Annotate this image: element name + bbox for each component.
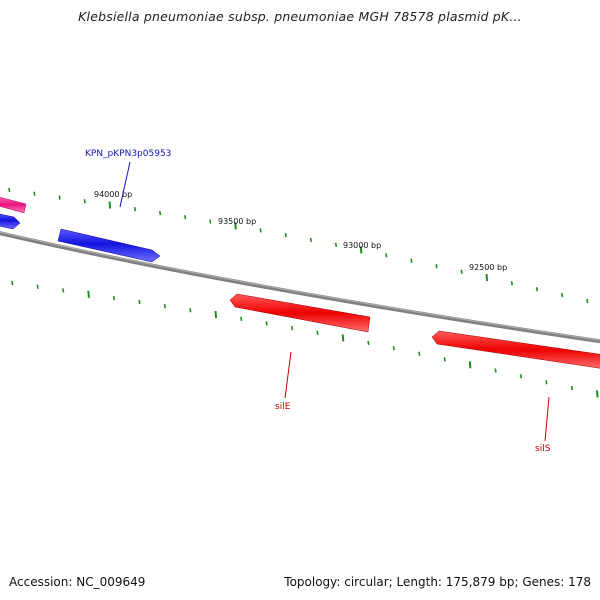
inner-tick-18	[468, 361, 472, 369]
accession-text: Accession: NC_009649	[9, 575, 146, 589]
inner-tick-22	[570, 385, 573, 391]
inner-tick-3	[87, 290, 90, 298]
inner-tick-21	[545, 380, 548, 385]
plasmid-backbone	[0, 231, 600, 344]
outer-tick-17	[435, 264, 438, 269]
ruler-label-93500: 93500 bp	[218, 217, 256, 226]
inner-tick-16	[418, 351, 421, 356]
inner-tick-0	[11, 280, 14, 286]
gene-sile[interactable]	[229, 293, 371, 333]
outer-tick-3	[83, 199, 86, 204]
gene-label-sils[interactable]: silS	[535, 444, 551, 454]
inner-tick-5	[138, 299, 141, 305]
inner-tick-10	[265, 321, 268, 326]
inner-tick-13	[341, 334, 345, 342]
inner-tick-7	[189, 308, 192, 313]
ruler-label-93000: 93000 bp	[343, 241, 381, 250]
outer-tick-22	[561, 292, 564, 298]
outer-tick-7	[184, 215, 187, 220]
inner-tick-1	[36, 284, 39, 289]
topology-text: Topology: circular; Length: 175,879 bp; …	[284, 575, 591, 589]
inner-tick-23	[596, 390, 599, 398]
outer-tick-21	[535, 287, 539, 292]
outer-tick-5	[133, 206, 137, 212]
inner-tick-marks	[11, 280, 599, 398]
outer-tick-18	[460, 269, 463, 274]
ruler-label-94000: 94000 bp	[94, 190, 132, 199]
outer-tick-20	[510, 281, 513, 286]
outer-tick-19	[485, 273, 489, 282]
gene-sils[interactable]	[431, 330, 600, 369]
outer-tick-16	[410, 258, 413, 263]
outer-tick-0	[8, 187, 11, 193]
outer-tick-15	[385, 253, 388, 258]
outer-tick-11	[284, 232, 287, 238]
leader-sils	[544, 396, 550, 442]
inner-tick-2	[62, 288, 65, 293]
gene-label-sile[interactable]: silE	[275, 402, 291, 412]
gene-label-kpn[interactable]: KPN_pKPN3p05953	[85, 149, 171, 159]
inner-tick-4	[112, 295, 116, 301]
outer-tick-14	[359, 246, 363, 254]
gene-blue-left[interactable]	[0, 213, 21, 230]
inner-tick-12	[316, 330, 319, 336]
outer-tick-marks	[8, 187, 589, 304]
inner-tick-6	[163, 303, 166, 309]
ruler-label-92500: 92500 bp	[469, 263, 507, 272]
outer-tick-10	[259, 228, 262, 233]
outer-tick-4	[108, 201, 112, 209]
outer-tick-13	[334, 242, 338, 248]
outer-tick-6	[159, 210, 162, 216]
inner-tick-8	[214, 310, 218, 319]
inner-tick-17	[443, 357, 446, 362]
gene-kpn-pkpn3p05953[interactable]	[57, 228, 161, 263]
inner-tick-19	[494, 368, 497, 373]
outer-tick-1	[33, 191, 36, 196]
inner-tick-20	[519, 374, 523, 379]
outer-tick-9	[234, 222, 237, 230]
inner-tick-15	[392, 346, 395, 351]
inner-tick-11	[291, 325, 294, 331]
leader-kpn	[119, 161, 131, 208]
outer-tick-23	[586, 298, 589, 304]
inner-tick-14	[367, 340, 370, 346]
inner-tick-9	[240, 316, 243, 322]
leader-sile	[284, 351, 292, 399]
outer-tick-12	[309, 237, 312, 243]
outer-tick-8	[209, 219, 212, 224]
map-title: Klebsiella pneumoniae subsp. pneumoniae …	[78, 9, 522, 24]
gene-pink[interactable]	[0, 196, 27, 214]
outer-tick-2	[58, 195, 61, 200]
